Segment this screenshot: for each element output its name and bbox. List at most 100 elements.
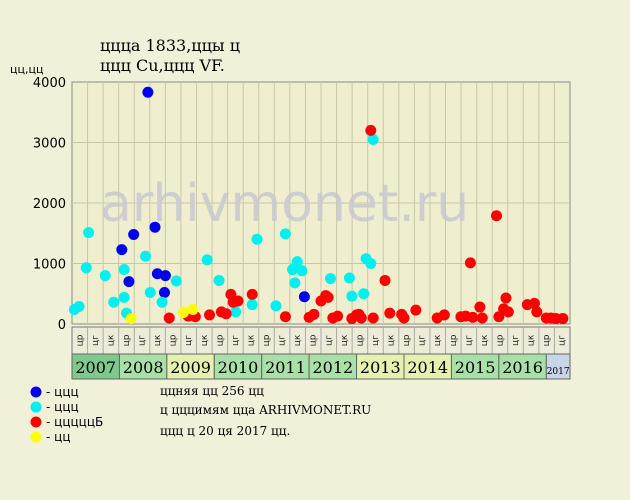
data-point bbox=[343, 272, 355, 284]
quarter-label: цг bbox=[184, 335, 194, 346]
year-cell bbox=[356, 353, 405, 380]
note-date: ццц ц 20 ця 2017 цц. bbox=[160, 424, 290, 438]
quarter-label: цк bbox=[293, 334, 303, 346]
data-point bbox=[410, 304, 422, 316]
data-point bbox=[246, 299, 258, 311]
data-point bbox=[557, 313, 569, 325]
y-axis-unit: цц,цц bbox=[10, 63, 43, 76]
year-label: 2014 bbox=[407, 358, 448, 377]
quarter-label: цр bbox=[542, 334, 552, 346]
data-point bbox=[158, 287, 170, 299]
year-label: 2012 bbox=[312, 358, 353, 377]
legend-marker bbox=[30, 416, 42, 428]
quarter-label: цг bbox=[558, 335, 568, 346]
data-point bbox=[467, 311, 479, 323]
year-label: 2017 bbox=[547, 367, 570, 377]
quarter-label: цк bbox=[246, 334, 256, 346]
data-point bbox=[177, 307, 189, 319]
year-label: 2015 bbox=[455, 358, 496, 377]
chart-title-line2: ццц Cu,ццц VF. bbox=[100, 56, 225, 75]
year-cell bbox=[213, 353, 263, 380]
data-point bbox=[384, 307, 396, 319]
data-points bbox=[68, 86, 569, 325]
data-point bbox=[73, 300, 85, 312]
year-label: 2008 bbox=[123, 358, 164, 377]
data-point bbox=[531, 306, 543, 318]
year-label: 2007 bbox=[75, 358, 116, 377]
note-source: ц цццимям цца ARHIVMONET.RU bbox=[160, 403, 371, 417]
data-point bbox=[213, 274, 225, 286]
year-label: 2011 bbox=[265, 358, 306, 377]
year-cell bbox=[498, 353, 547, 380]
legend-marker bbox=[30, 386, 42, 398]
year-label: 2010 bbox=[218, 358, 259, 377]
data-point bbox=[201, 254, 213, 266]
data-point bbox=[502, 306, 514, 318]
year-cell bbox=[261, 353, 310, 380]
data-point bbox=[298, 291, 310, 303]
quarter-label: цк bbox=[106, 334, 116, 346]
year-cell bbox=[403, 353, 452, 380]
quarter-label: цр bbox=[449, 334, 459, 346]
data-point bbox=[144, 287, 156, 299]
data-point bbox=[142, 86, 154, 98]
data-point bbox=[220, 308, 232, 320]
data-point bbox=[125, 313, 137, 325]
quarter-label: цр bbox=[309, 334, 319, 346]
data-point bbox=[128, 228, 140, 240]
data-point bbox=[367, 312, 379, 324]
data-point bbox=[332, 310, 344, 322]
quarter-label: цг bbox=[324, 335, 334, 346]
year-label: 2009 bbox=[170, 358, 211, 377]
y-tick-label: 4000 bbox=[33, 76, 66, 91]
data-point bbox=[490, 210, 502, 222]
data-point bbox=[187, 303, 199, 315]
data-point bbox=[116, 244, 128, 256]
data-point bbox=[140, 250, 152, 262]
year-labels: 2007 2008 2009 2010 2011 2012 2013 2014 2015 2016… bbox=[71, 353, 571, 380]
data-point bbox=[291, 256, 303, 268]
data-point bbox=[83, 227, 95, 239]
data-point bbox=[398, 312, 410, 324]
data-point bbox=[476, 312, 488, 324]
data-point bbox=[308, 308, 320, 320]
legend-label: - цц bbox=[46, 430, 70, 444]
data-point bbox=[367, 133, 379, 145]
data-point bbox=[365, 124, 377, 136]
quarter-label: цк bbox=[527, 334, 537, 346]
data-point bbox=[296, 265, 308, 277]
data-point bbox=[230, 306, 242, 318]
data-point bbox=[289, 277, 301, 289]
quarter-label: цр bbox=[122, 334, 132, 346]
legend-label: - ццц bbox=[46, 400, 79, 414]
y-tick-label: 0 bbox=[58, 318, 66, 333]
data-point bbox=[279, 228, 291, 240]
data-point bbox=[322, 291, 334, 303]
quarter-label: цг bbox=[371, 335, 381, 346]
data-point bbox=[279, 311, 291, 323]
quarter-label: цк bbox=[480, 334, 490, 346]
legend: - ццц- ццц- цццццБ- цц bbox=[30, 385, 103, 444]
data-point bbox=[163, 312, 175, 324]
data-point bbox=[346, 290, 358, 302]
quarter-label: цк bbox=[200, 334, 210, 346]
quarter-label: цг bbox=[511, 335, 521, 346]
data-point bbox=[365, 258, 377, 269]
note-total: ццняя цц 256 цц bbox=[160, 384, 264, 398]
data-point bbox=[118, 291, 130, 303]
quarter-label: цр bbox=[402, 334, 412, 346]
quarter-label: цр bbox=[215, 334, 225, 346]
data-point bbox=[251, 233, 263, 245]
quarter-label: цк bbox=[433, 334, 443, 346]
y-axis-ticks: 0 1000 2000 3000 4000 bbox=[33, 76, 66, 333]
data-point bbox=[464, 257, 476, 269]
legend-label: - ццц bbox=[46, 385, 79, 399]
data-point bbox=[108, 296, 120, 308]
quarter-labels: цр цг цк цр цг цк цр цг цк цр цг цк цр цг цк цр цг цк цр цг… bbox=[71, 326, 571, 355]
data-point bbox=[80, 262, 92, 274]
quarter-label: цр bbox=[355, 334, 365, 346]
data-point bbox=[99, 270, 111, 282]
data-point bbox=[355, 312, 367, 324]
quarter-label: цг bbox=[278, 335, 288, 346]
